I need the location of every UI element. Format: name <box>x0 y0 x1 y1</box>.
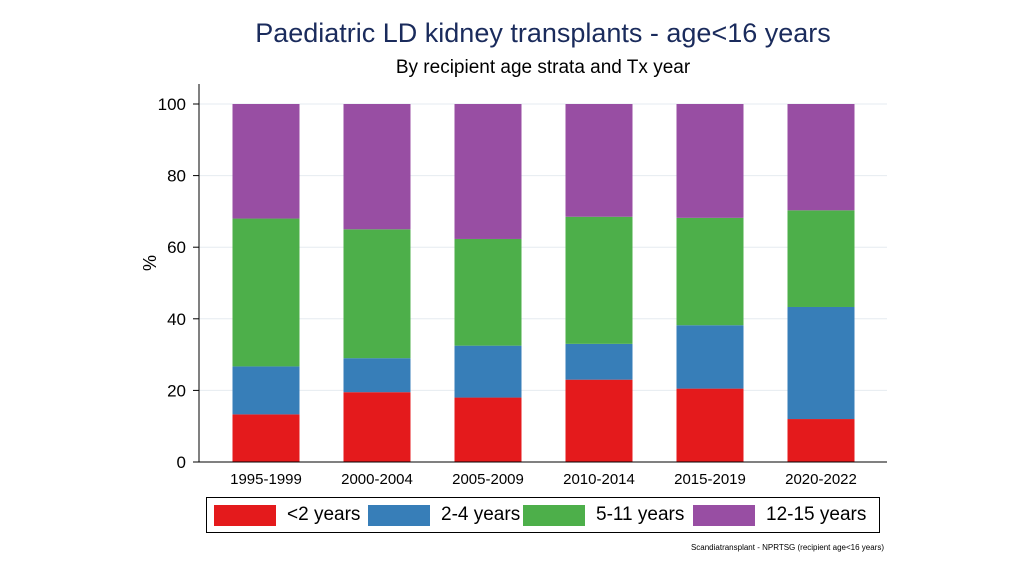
chart-subtitle: By recipient age strata and Tx year <box>395 57 691 78</box>
bar-segment <box>676 217 744 326</box>
bar-segment <box>787 419 855 462</box>
legend-swatch-5-11 <box>523 504 585 526</box>
y-tick-label: 0 <box>177 453 186 472</box>
legend-label-5-11: 5-11 years <box>596 504 685 525</box>
legend-item-under-2: <2 years <box>214 498 360 532</box>
bar-segment <box>676 325 744 389</box>
source-note: Scandiatransplant - NPRTSG (recipient ag… <box>690 543 884 552</box>
legend-swatch-12-15 <box>693 504 755 526</box>
bar-segment <box>232 104 300 219</box>
bar-segment <box>343 104 411 230</box>
bar-segment <box>232 218 300 367</box>
chart-legend: <2 years 2-4 years 5-11 years 12-15 year… <box>206 497 880 533</box>
bar-segment <box>343 392 411 462</box>
bar-segment <box>787 104 855 211</box>
bar-segment <box>787 306 855 420</box>
legend-item-12-15: 12-15 years <box>693 498 866 532</box>
bar-segment <box>565 343 633 380</box>
bar-segment <box>232 414 300 462</box>
legend-swatch-2-4 <box>368 504 430 526</box>
x-tick-label: 2005-2009 <box>452 471 524 488</box>
x-tick-label: 2015-2019 <box>674 471 746 488</box>
legend-label-under-2: <2 years <box>287 504 361 525</box>
legend-label-2-4: 2-4 years <box>441 504 521 525</box>
bar-segment <box>232 366 300 415</box>
legend-label-12-15: 12-15 years <box>766 504 867 525</box>
y-tick-label: 20 <box>167 381 186 400</box>
bar-segment <box>454 397 522 462</box>
bar-segment <box>676 388 744 462</box>
legend-item-5-11: 5-11 years <box>523 498 684 532</box>
bar-segment <box>565 104 633 217</box>
y-tick-label: 40 <box>167 310 186 329</box>
bar-segment <box>565 216 633 344</box>
bar-segment <box>787 210 855 307</box>
x-tick-label: 1995-1999 <box>230 471 302 488</box>
bar-segment <box>454 104 522 239</box>
legend-item-2-4: 2-4 years <box>368 498 520 532</box>
y-tick-label: 80 <box>167 167 186 186</box>
chart-title: Paediatric LD kidney transplants - age<1… <box>255 18 831 48</box>
bar-segment <box>676 104 744 218</box>
y-tick-label: 60 <box>167 238 186 257</box>
bar-segment <box>454 345 522 398</box>
bar-segment <box>565 379 633 462</box>
bar-segment <box>343 358 411 393</box>
y-tick-label: 100 <box>158 95 186 114</box>
x-tick-label: 2020-2022 <box>785 471 857 488</box>
y-axis-title: % <box>140 255 160 271</box>
x-tick-label: 2010-2014 <box>563 471 635 488</box>
legend-swatch-under-2 <box>214 504 276 526</box>
bar-segment <box>454 238 522 346</box>
bar-segment <box>343 229 411 359</box>
x-tick-label: 2000-2004 <box>341 471 413 488</box>
